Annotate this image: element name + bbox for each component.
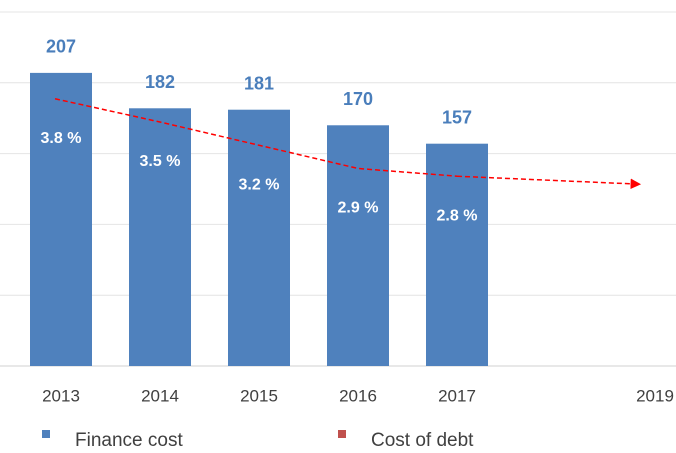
bar-value-label: 181 [244,73,274,93]
line-value-label: 3.5 % [140,153,181,170]
x-tick-label: 2015 [240,386,278,405]
bar-value-label: 182 [145,72,175,92]
legend-swatch [338,430,346,438]
legend-label: Cost of debt [371,430,474,451]
line-value-label: 2.9 % [338,200,379,217]
bar [30,72,92,366]
x-tick-label: 2019 [636,386,674,405]
line-value-label: 3.2 % [239,176,280,193]
x-tick-label: 2017 [438,386,476,405]
cost-of-debt-line [54,98,458,177]
trend-arrow [456,175,642,190]
x-tick-label: 2013 [42,386,80,405]
bar [327,125,389,366]
legend-label: Finance cost [75,430,183,451]
bar-value-label: 170 [343,89,373,109]
legend-swatch [42,430,50,438]
bar [129,108,191,367]
x-tick-label: 2016 [339,386,377,405]
bar-value-label: 207 [46,37,76,57]
line-value-label: 3.8 % [41,130,82,147]
x-tick-label: 2014 [141,386,179,405]
line-value-label: 2.8 % [437,207,478,224]
bar-value-label: 157 [442,107,472,127]
bar [426,143,488,366]
bar [228,109,290,366]
